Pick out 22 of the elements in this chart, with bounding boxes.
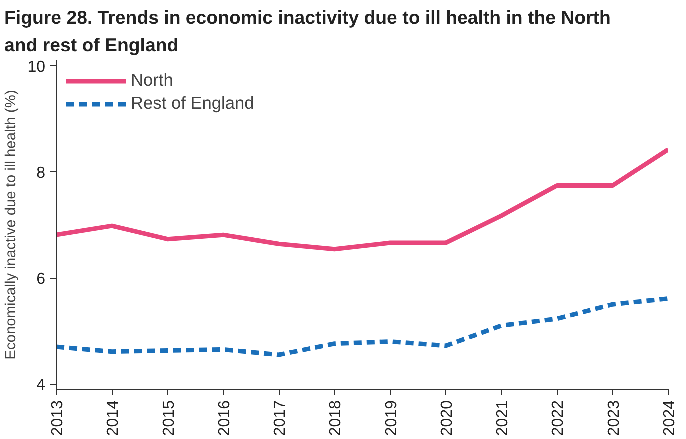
- x-tick-label: 2019: [383, 400, 400, 436]
- y-tick-label: 8: [36, 164, 46, 182]
- y-tick-label: 10: [28, 58, 46, 76]
- x-tick-label: 2020: [438, 400, 456, 436]
- x-tick-label: 2014: [105, 400, 122, 436]
- x-tick-label: 2018: [328, 400, 345, 436]
- line-series: [56, 147, 668, 252]
- x-tick-label: 2021: [494, 400, 512, 436]
- y-tick-label: 4: [36, 377, 46, 394]
- x-tick-label: 2015: [160, 400, 178, 436]
- x-tick-label: 2023: [606, 400, 623, 436]
- x-tick-label: 2016: [216, 400, 234, 436]
- x-tick-label: 2024: [662, 400, 678, 436]
- x-tick-label: 2017: [272, 400, 290, 436]
- y-axis-title: Economically inactive due to ill health (%): [4, 90, 20, 360]
- line-series: [56, 296, 668, 358]
- x-tick-label: 2013: [50, 400, 66, 436]
- chart-title: Figure 28. Trends in economic inactivity due to ill health in the North and rest of England: [4, 7, 611, 56]
- legend-label: Rest of England: [131, 93, 254, 114]
- x-tick-label: 2022: [550, 400, 568, 436]
- y-tick-label: 6: [36, 271, 46, 288]
- legend-label: North: [131, 70, 174, 91]
